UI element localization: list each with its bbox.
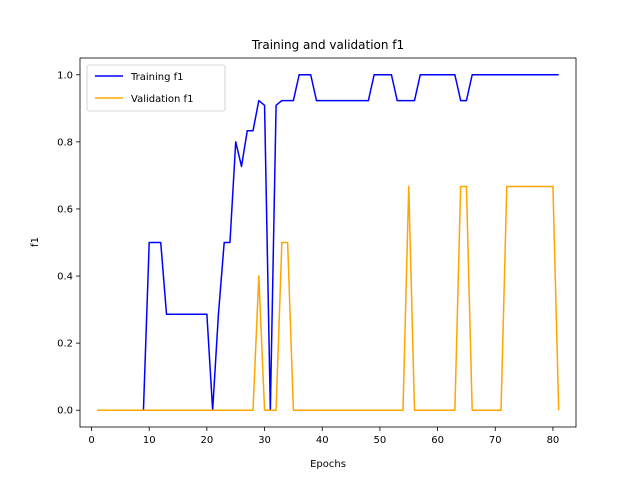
x-tick-label: 80 — [547, 435, 560, 446]
x-axis-ticks: 0 10 20 30 40 50 60 70 80 — [88, 427, 559, 446]
x-axis-title: Epochs — [310, 459, 346, 470]
x-tick-label: 0 — [88, 435, 94, 446]
y-axis-ticks: 0.0 0.2 0.4 0.6 0.8 1.0 — [57, 70, 80, 417]
x-tick-label: 40 — [316, 435, 329, 446]
x-tick-label: 60 — [431, 435, 444, 446]
y-tick-label: 0.6 — [57, 204, 73, 215]
y-tick-label: 0.8 — [57, 137, 73, 148]
legend-label-validation: Validation f1 — [131, 94, 193, 105]
validation-f1-line — [97, 185, 560, 411]
y-tick-label: 1.0 — [57, 70, 73, 81]
x-tick-label: 70 — [489, 435, 502, 446]
plot-frame — [79, 57, 577, 428]
training-f1-line — [97, 74, 559, 411]
chart-title: Training and validation f1 — [251, 38, 404, 52]
y-tick-label: 0.2 — [57, 339, 73, 350]
y-axis-title: f1 — [30, 237, 41, 247]
y-tick-label: 0.0 — [57, 406, 73, 417]
series-layer — [97, 74, 560, 411]
x-tick-label: 10 — [143, 435, 156, 446]
plot-area — [80, 58, 576, 427]
legend-label-training: Training f1 — [130, 72, 184, 83]
x-tick-label: 30 — [258, 435, 271, 446]
x-tick-label: 50 — [374, 435, 387, 446]
legend: Training f1 Validation f1 — [86, 64, 226, 112]
x-tick-label: 20 — [201, 435, 214, 446]
y-tick-label: 0.4 — [57, 272, 73, 283]
